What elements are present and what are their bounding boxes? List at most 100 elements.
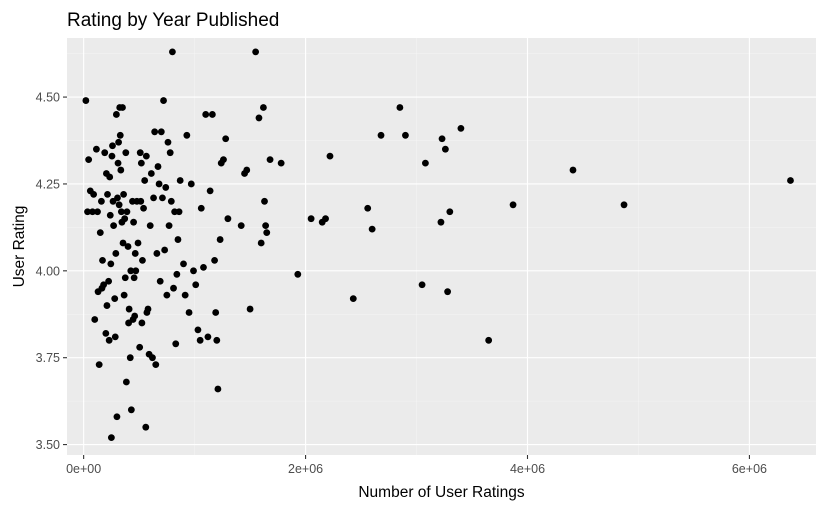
data-point <box>150 194 157 202</box>
data-point <box>166 149 174 157</box>
data-point <box>132 267 140 275</box>
data-point <box>121 215 129 223</box>
data-point <box>294 270 302 278</box>
data-point <box>192 281 200 289</box>
data-point <box>196 336 204 344</box>
gridlines <box>67 38 816 455</box>
data-point <box>212 309 220 316</box>
data-point <box>222 135 230 143</box>
data-point <box>142 423 150 431</box>
data-point <box>263 229 271 237</box>
data-point <box>101 149 109 157</box>
data-point <box>216 236 224 243</box>
data-point <box>90 190 98 198</box>
data-point <box>137 159 145 167</box>
data-point <box>164 138 172 146</box>
data-point <box>326 152 334 160</box>
data-point <box>349 295 357 303</box>
data-point <box>112 111 120 118</box>
data-point <box>153 250 161 257</box>
data-point <box>110 222 118 230</box>
data-point <box>183 131 191 139</box>
data-point <box>167 197 175 205</box>
y-tick-label: 4.25 <box>36 177 60 191</box>
y-tick-label: 4.50 <box>36 91 60 105</box>
data-point <box>111 295 119 303</box>
data-point <box>105 336 113 344</box>
data-point <box>155 180 163 188</box>
data-point <box>620 201 628 209</box>
data-point <box>115 138 122 146</box>
data-point <box>91 316 99 323</box>
data-point <box>152 361 160 369</box>
data-point <box>114 159 122 167</box>
data-point <box>266 156 274 164</box>
data-point <box>181 291 189 299</box>
data-point <box>368 225 376 233</box>
data-point <box>307 215 315 223</box>
data-point <box>277 159 285 167</box>
data-point <box>97 197 105 205</box>
data-point <box>114 194 121 202</box>
data-point <box>120 190 127 198</box>
data-point <box>262 222 270 230</box>
data-point <box>136 343 144 351</box>
data-point <box>113 413 121 421</box>
data-point <box>206 187 214 195</box>
data-point <box>130 218 137 226</box>
data-point <box>165 222 173 230</box>
data-point <box>255 114 263 122</box>
data-point <box>204 333 212 341</box>
y-tick-label: 4.00 <box>36 264 60 278</box>
data-point <box>163 291 171 299</box>
x-tick-label: 6e+06 <box>732 462 767 476</box>
data-point <box>220 156 227 164</box>
data-point <box>119 104 126 111</box>
data-point <box>422 159 429 167</box>
data-point <box>141 177 149 184</box>
data-point <box>104 190 111 198</box>
data-point <box>82 97 90 104</box>
data-point <box>161 246 169 254</box>
data-point <box>120 291 128 299</box>
data-point <box>170 284 177 292</box>
data-points <box>82 48 794 442</box>
x-tick-label: 4e+06 <box>510 462 545 476</box>
data-point <box>94 208 101 216</box>
data-point <box>122 149 130 157</box>
data-point <box>115 201 123 209</box>
data-point <box>147 170 155 177</box>
data-point <box>84 208 91 216</box>
data-point <box>106 173 114 181</box>
data-point <box>169 48 176 56</box>
data-point <box>180 260 187 268</box>
x-axis-label: Number of User Ratings <box>358 484 525 501</box>
data-point <box>377 131 385 139</box>
data-point <box>211 257 218 264</box>
data-point <box>257 239 265 247</box>
data-point <box>509 201 517 209</box>
data-point <box>126 354 134 362</box>
data-point <box>122 378 130 386</box>
data-point <box>202 111 210 118</box>
data-point <box>125 305 133 313</box>
data-point <box>437 218 445 226</box>
data-point <box>252 48 260 56</box>
data-point <box>85 156 93 164</box>
data-point <box>108 152 116 160</box>
data-point <box>144 305 152 313</box>
data-point <box>154 163 162 170</box>
data-point <box>131 250 139 257</box>
data-point <box>176 177 184 184</box>
axis-ticks: 0e+00 2e+06 4e+06 6e+06 3.50 3.75 4.00 4.25 4.50 <box>36 91 767 476</box>
data-point <box>162 184 170 191</box>
data-point <box>127 267 135 275</box>
data-point <box>117 166 125 174</box>
data-point <box>137 197 145 205</box>
data-point <box>100 281 108 289</box>
data-point <box>102 329 110 337</box>
data-point <box>260 104 267 111</box>
data-point <box>151 128 159 136</box>
plot-panel <box>67 38 816 455</box>
data-point <box>112 250 120 257</box>
